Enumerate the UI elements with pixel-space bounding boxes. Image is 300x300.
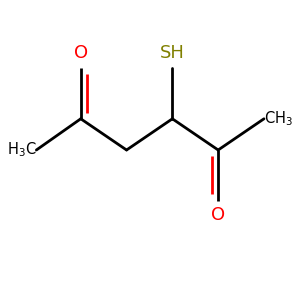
Text: H$_3$C: H$_3$C (7, 141, 36, 159)
Text: CH$_3$: CH$_3$ (264, 110, 293, 128)
Text: SH: SH (160, 44, 185, 62)
Text: O: O (74, 44, 88, 62)
Text: O: O (211, 206, 225, 224)
